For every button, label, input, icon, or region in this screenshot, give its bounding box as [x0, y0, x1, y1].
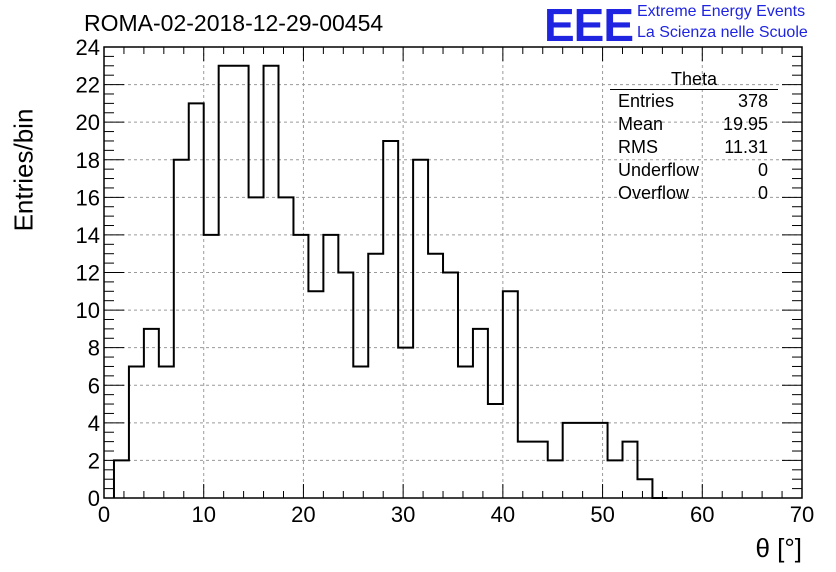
x-tick-label: 60 [690, 502, 714, 527]
x-tick-label: 10 [191, 502, 215, 527]
x-tick-label: 70 [790, 502, 814, 527]
stats-row-mean: Mean 19.95 [610, 113, 778, 136]
stats-label: Mean [618, 114, 664, 134]
stats-value: 0 [757, 160, 768, 180]
grid-lines [104, 47, 802, 498]
chart-title: ROMA-02-2018-12-29-00454 [84, 10, 384, 36]
y-tick-label: 8 [88, 336, 100, 361]
stats-label: Underflow [618, 160, 700, 180]
x-tick-label: 40 [491, 502, 515, 527]
eee-logo: EEE [544, 0, 634, 51]
stats-label: Overflow [618, 183, 690, 203]
plot-frame [103, 46, 803, 499]
x-tick-label: 30 [391, 502, 415, 527]
stats-value: 0 [757, 183, 768, 203]
x-tick-label: 20 [291, 502, 315, 527]
y-tick-label: 2 [88, 448, 100, 473]
histogram-line [112, 64, 668, 499]
stats-row-rms: RMS 11.31 [610, 136, 778, 159]
x-tick-label: 0 [98, 502, 110, 527]
x-axis-label: θ [°] [755, 533, 802, 563]
x-tick-label: 50 [590, 502, 614, 527]
y-tick-label: 6 [88, 373, 100, 398]
stats-row-overflow: Overflow 0 [610, 182, 778, 205]
y-tick-label: 20 [76, 110, 100, 135]
y-tick-label: 22 [76, 73, 100, 98]
y-tick-label: 18 [76, 148, 100, 173]
y-axis-label: Entries/bin [8, 108, 39, 232]
stats-row-entries: Entries 378 [610, 90, 778, 113]
stats-title: Theta [610, 69, 778, 90]
y-tick-label: 0 [88, 486, 100, 511]
y-tick-label: 4 [88, 411, 100, 436]
stats-row-underflow: Underflow 0 [610, 159, 778, 182]
logo-line-2: La Scienza nelle Scuole [637, 24, 808, 41]
stats-value: 378 [737, 91, 768, 111]
y-tick-label: 12 [76, 261, 100, 286]
y-tick-label: 24 [76, 35, 100, 60]
axis-ticks [103, 46, 803, 499]
y-tick-label: 14 [76, 223, 100, 248]
stats-value: 11.31 [724, 137, 768, 157]
stats-label: RMS [618, 137, 658, 157]
y-tick-label: 16 [76, 185, 100, 210]
y-axis-label-box: Entries/bin [4, 108, 44, 232]
stats-label: Entries [618, 91, 675, 111]
stats-value: 19.95 [722, 114, 768, 134]
logo-line-1: Extreme Energy Events [637, 3, 806, 20]
stats-box: Theta Entries 378 Mean 19.95 RMS 11.31 Unde… [610, 69, 778, 205]
y-tick-label: 10 [76, 298, 100, 323]
